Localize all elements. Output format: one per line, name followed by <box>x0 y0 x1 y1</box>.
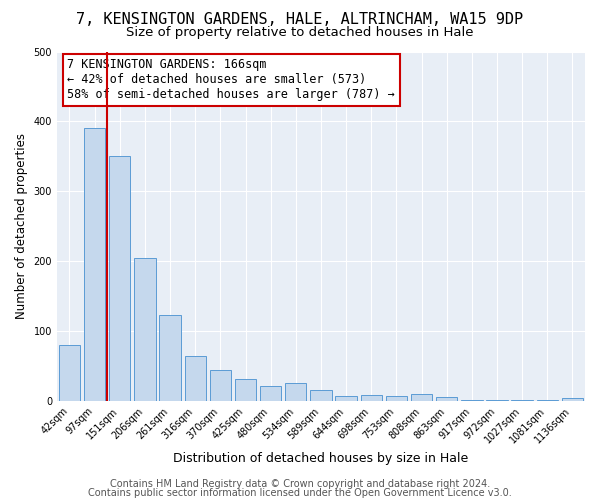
Bar <box>411 394 432 401</box>
Bar <box>235 380 256 401</box>
Bar <box>511 400 533 401</box>
Bar <box>185 356 206 401</box>
Bar <box>134 258 155 401</box>
Y-axis label: Number of detached properties: Number of detached properties <box>15 133 28 319</box>
Text: 7 KENSINGTON GARDENS: 166sqm
← 42% of detached houses are smaller (573)
58% of s: 7 KENSINGTON GARDENS: 166sqm ← 42% of de… <box>67 58 395 102</box>
Bar <box>486 400 508 401</box>
Bar <box>461 400 482 401</box>
Bar <box>562 398 583 401</box>
Bar <box>260 386 281 401</box>
Text: Size of property relative to detached houses in Hale: Size of property relative to detached ho… <box>126 26 474 39</box>
Text: Contains public sector information licensed under the Open Government Licence v3: Contains public sector information licen… <box>88 488 512 498</box>
Bar <box>436 398 457 401</box>
Bar <box>536 400 558 401</box>
Bar <box>285 384 307 401</box>
Bar <box>59 345 80 401</box>
Bar <box>386 396 407 401</box>
Text: 7, KENSINGTON GARDENS, HALE, ALTRINCHAM, WA15 9DP: 7, KENSINGTON GARDENS, HALE, ALTRINCHAM,… <box>76 12 524 28</box>
Bar <box>310 390 332 401</box>
Bar <box>361 396 382 401</box>
X-axis label: Distribution of detached houses by size in Hale: Distribution of detached houses by size … <box>173 452 469 465</box>
Bar <box>84 128 106 401</box>
Bar <box>160 315 181 401</box>
Bar <box>335 396 357 401</box>
Bar <box>109 156 130 401</box>
Text: Contains HM Land Registry data © Crown copyright and database right 2024.: Contains HM Land Registry data © Crown c… <box>110 479 490 489</box>
Bar <box>209 370 231 401</box>
